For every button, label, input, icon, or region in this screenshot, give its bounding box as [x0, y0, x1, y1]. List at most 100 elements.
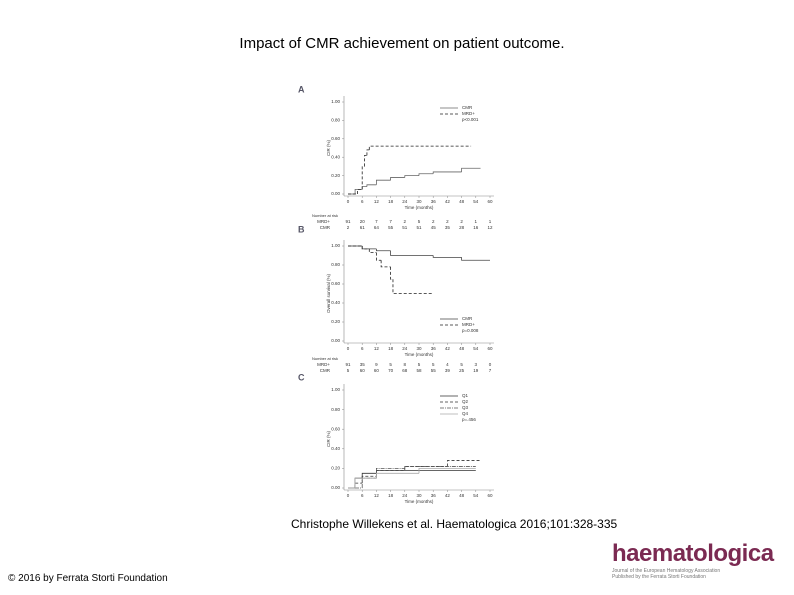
x-tick-label: 6: [361, 346, 364, 351]
step-segment: [357, 189, 363, 194]
step-segment: [376, 179, 391, 185]
x-axis-label: Time (months): [405, 499, 434, 504]
risk-row-name: MRD+: [317, 219, 330, 224]
stat-label: p<0.001: [462, 117, 479, 122]
risk-value: 1: [475, 219, 478, 224]
x-tick-label: 42: [445, 493, 451, 498]
x-tick-label: 6: [361, 493, 364, 498]
y-axis-label: CIR (%): [326, 431, 331, 447]
x-tick-label: 12: [374, 199, 380, 204]
step-segment: [361, 477, 377, 488]
risk-value: 55: [431, 368, 437, 373]
step-segment: [361, 246, 370, 250]
y-tick-label: 0.20: [331, 173, 340, 178]
y-tick-label: 0.80: [331, 118, 340, 123]
y-axis-label: CIR (%): [326, 140, 331, 156]
x-axis-label: Time (months): [405, 205, 434, 210]
y-tick-label: 0.60: [331, 281, 340, 286]
risk-value: 5: [418, 362, 421, 367]
journal-logo: haematologica Journal of the European He…: [612, 540, 782, 580]
risk-value: 45: [431, 225, 437, 230]
risk-value: 2: [460, 219, 463, 224]
citation: Christophe Willekens et al. Haematologic…: [291, 517, 618, 531]
y-tick-label: 0.40: [331, 300, 340, 305]
step-segment: [447, 460, 481, 467]
legend-label: Q2: [462, 399, 469, 404]
step-segment: [366, 149, 370, 156]
step-segment: [376, 248, 391, 252]
risk-value: 5: [432, 362, 435, 367]
y-tick-label: 1.00: [331, 99, 340, 104]
step-segment: [380, 260, 391, 268]
x-tick-label: 18: [388, 346, 394, 351]
step-segment: [354, 477, 377, 488]
logo-name: haematologica: [612, 540, 774, 567]
risk-value: 64: [374, 225, 380, 230]
risk-value: 25: [459, 368, 465, 373]
y-tick-label: 0.20: [331, 319, 340, 324]
risk-value: 35: [360, 362, 366, 367]
x-tick-label: 42: [445, 346, 451, 351]
x-tick-label: 24: [402, 493, 408, 498]
x-tick-label: 6: [361, 199, 364, 204]
step-segment: [361, 246, 377, 250]
step-segment: [461, 167, 481, 172]
x-tick-label: 60: [487, 346, 493, 351]
risk-value: 5: [418, 219, 421, 224]
step-segment: [361, 475, 377, 484]
x-tick-label: 30: [416, 346, 422, 351]
y-tick-label: 0.80: [331, 262, 340, 267]
risk-row-name: CMR: [320, 368, 331, 373]
panel-letter: C: [298, 372, 305, 382]
y-tick-label: 1.00: [331, 387, 340, 392]
x-tick-label: 24: [402, 346, 408, 351]
x-tick-label: 12: [374, 493, 380, 498]
x-tick-label: 60: [487, 199, 493, 204]
step-segment: [418, 173, 434, 176]
copyright: © 2016 by Ferrata Storti Foundation: [8, 573, 168, 584]
risk-value: 51: [402, 225, 408, 230]
slide-title: Impact of CMR achievement on patient out…: [239, 35, 564, 52]
risk-value: 70: [388, 368, 394, 373]
step-segment: [354, 189, 363, 194]
x-tick-label: 54: [473, 346, 479, 351]
y-tick-label: 0.40: [331, 446, 340, 451]
legend-label: MRD+: [462, 111, 475, 116]
risk-value: 3: [475, 362, 478, 367]
risk-value: 68: [402, 368, 408, 373]
risk-row-name: MRD+: [317, 362, 330, 367]
risk-title: Number at risk: [312, 356, 338, 361]
legend-label: CMR: [462, 105, 473, 110]
step-segment: [376, 472, 419, 479]
y-tick-label: 0.80: [331, 407, 340, 412]
risk-value: 28: [459, 225, 465, 230]
step-segment: [390, 250, 434, 256]
step-segment: [404, 466, 476, 469]
x-tick-label: 0: [347, 199, 350, 204]
panel-letter: A: [298, 84, 305, 94]
risk-value: 7: [389, 219, 392, 224]
y-axis-label: Overall survival (%): [326, 274, 331, 314]
risk-value: 7: [375, 219, 378, 224]
y-tick-label: 0.60: [331, 426, 340, 431]
step-segment: [354, 482, 363, 488]
step-segment: [361, 472, 377, 479]
risk-value: 5: [460, 362, 463, 367]
y-tick-label: 0.00: [331, 338, 340, 343]
x-tick-label: 54: [473, 199, 479, 204]
x-tick-label: 0: [347, 493, 350, 498]
step-segment: [418, 468, 476, 474]
risk-title: Number at risk: [312, 213, 338, 218]
x-tick-label: 48: [459, 493, 465, 498]
y-tick-label: 0.20: [331, 466, 340, 471]
x-tick-label: 60: [487, 493, 493, 498]
step-segment: [376, 469, 476, 474]
risk-value: 4: [446, 362, 449, 367]
risk-value: 61: [360, 225, 366, 230]
risk-value: 2: [347, 225, 350, 230]
risk-value: 55: [388, 225, 394, 230]
risk-value: 58: [416, 368, 422, 373]
logo-line: Published by the Ferrata Storti Foundati…: [612, 574, 706, 580]
x-tick-label: 12: [374, 346, 380, 351]
legend-label: Q1: [462, 393, 469, 398]
